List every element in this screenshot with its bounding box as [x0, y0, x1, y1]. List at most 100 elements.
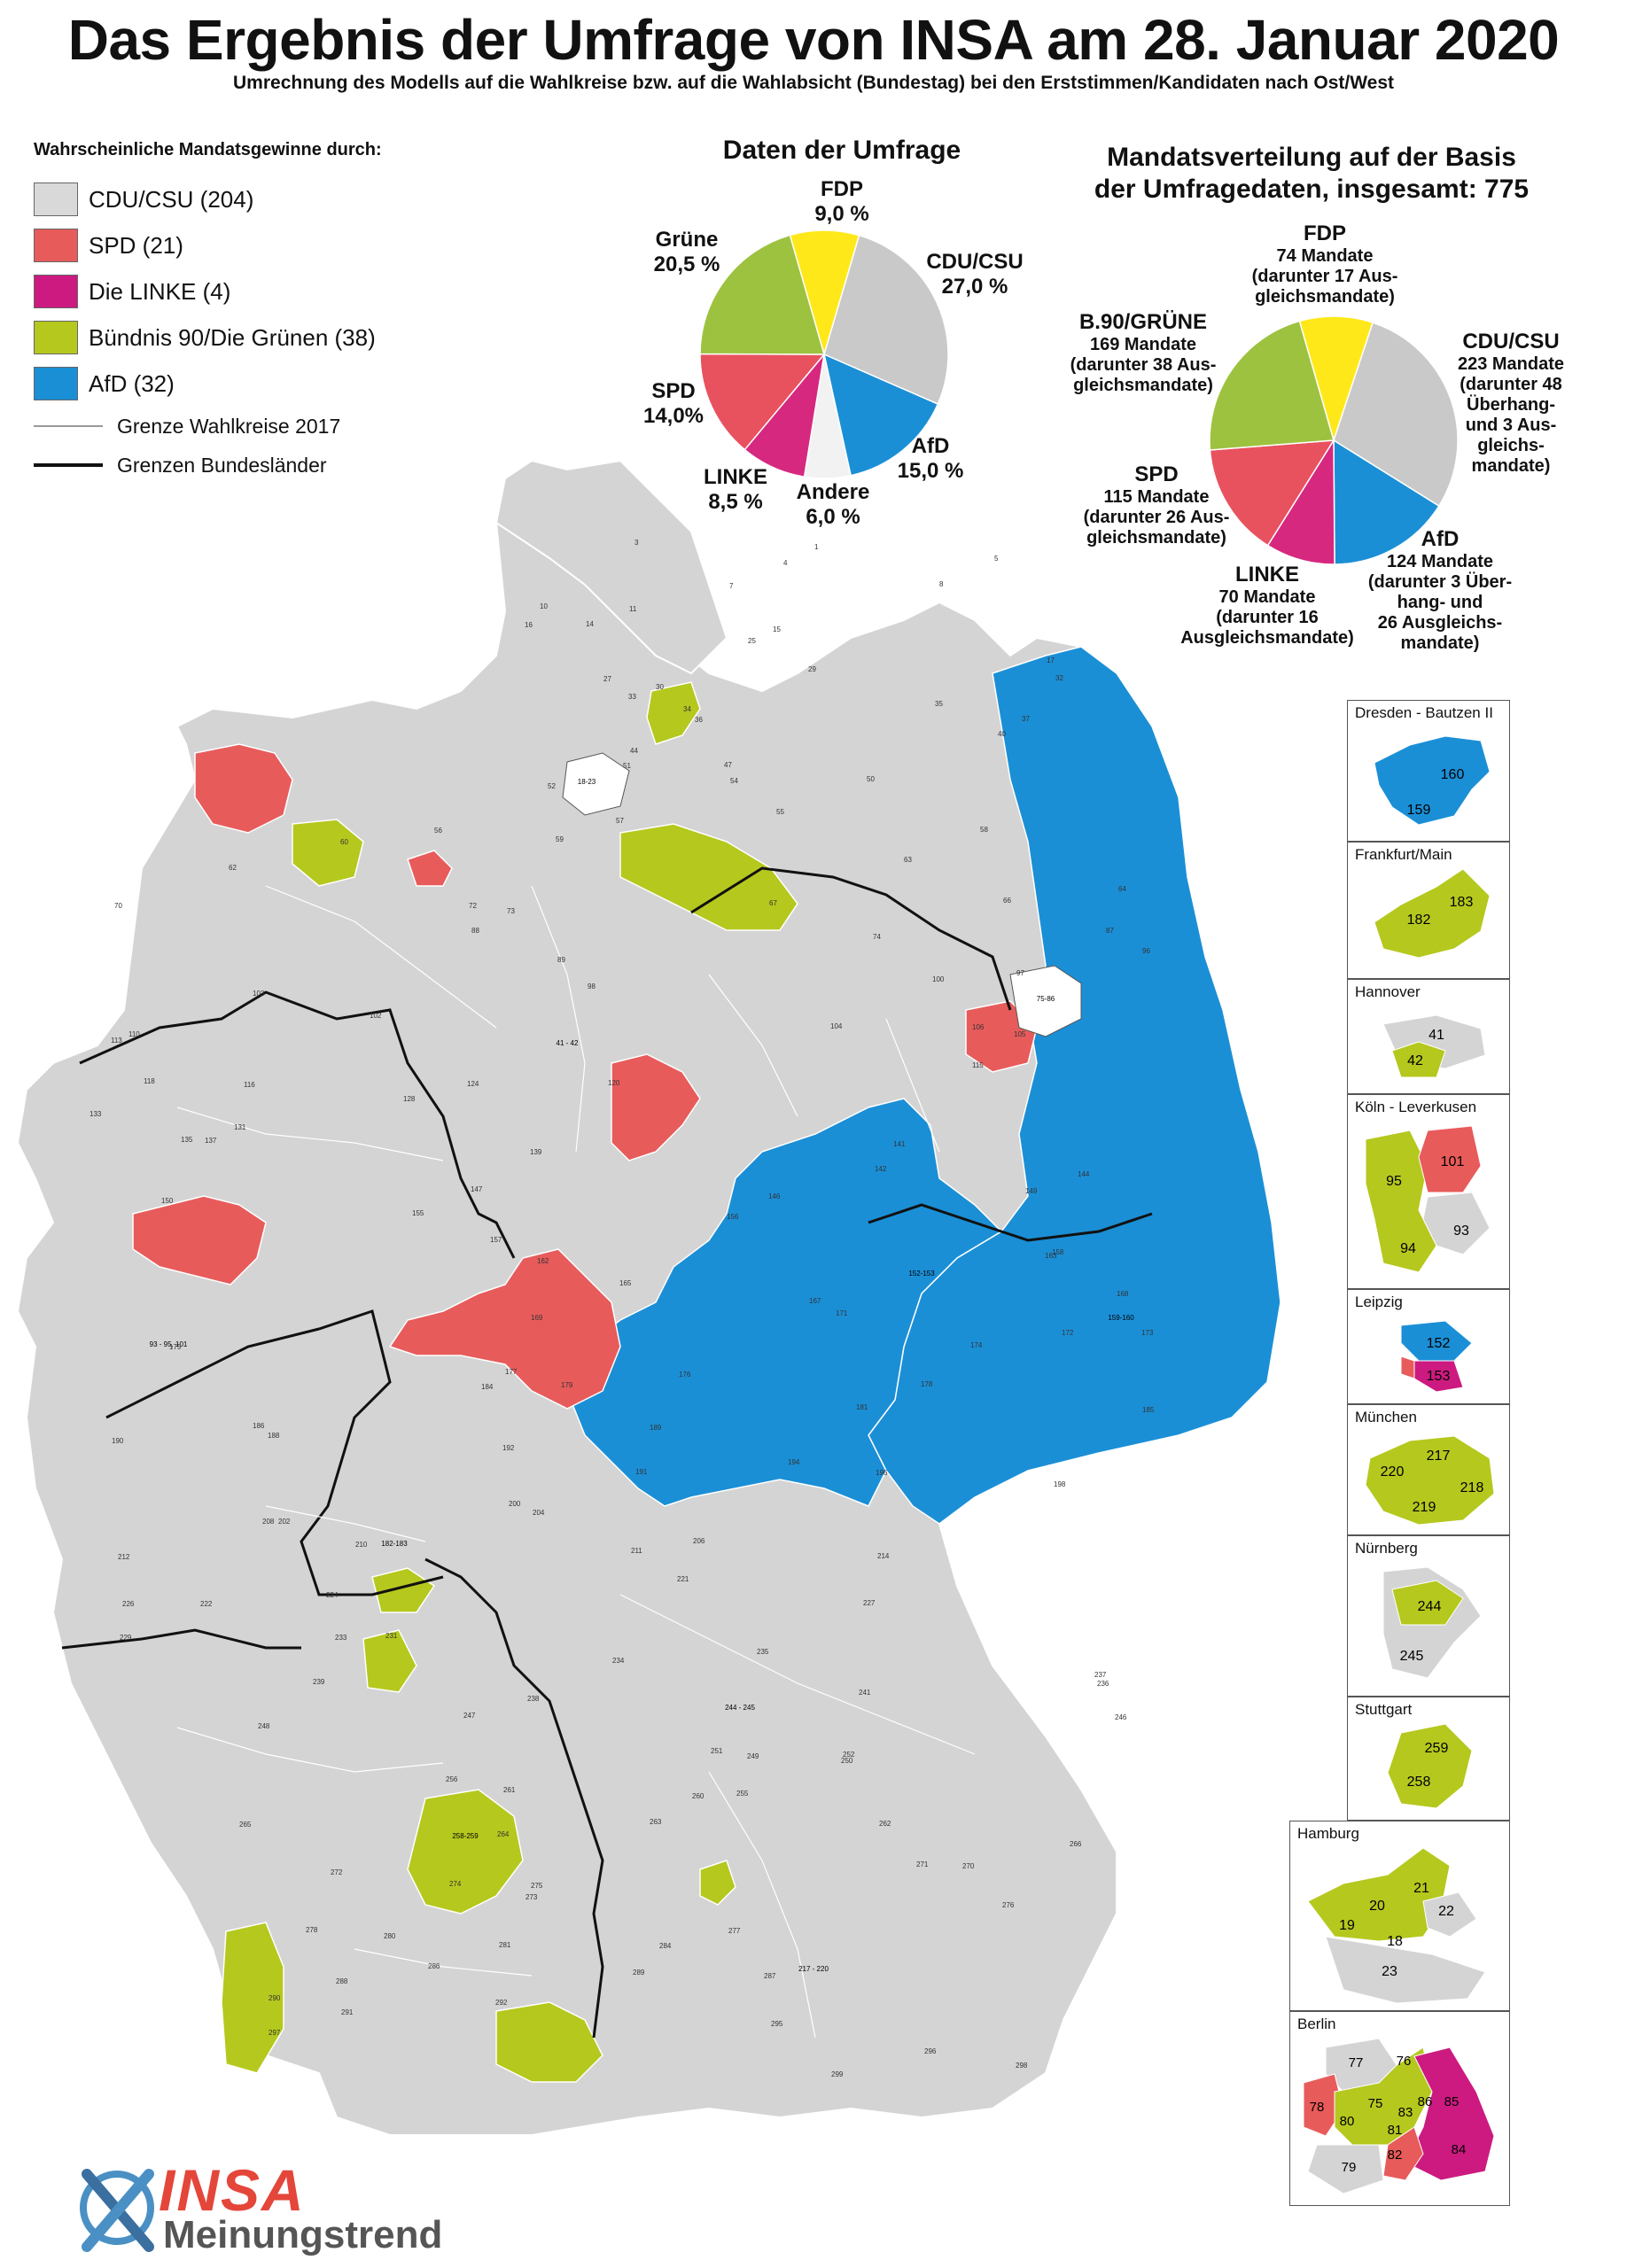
- district-number: 256: [446, 1775, 458, 1783]
- thick-line-sample: [34, 463, 103, 467]
- label-line: 26 Ausgleichs-: [1377, 612, 1503, 633]
- survey-label-gruene: Grüne 20,5 %: [642, 228, 731, 276]
- label-line: mandate): [1400, 633, 1480, 653]
- inset-number: 244: [1418, 1599, 1442, 1614]
- district-number: 189: [650, 1424, 662, 1432]
- inset-number: 84: [1452, 2142, 1467, 2157]
- legend-label: Bündnis 90/Die Grünen (38): [89, 323, 376, 351]
- district-number: 113: [111, 1037, 122, 1045]
- inset-frankfurt: Frankfurt/Main 183 182: [1347, 842, 1510, 979]
- district-number: 137: [205, 1137, 217, 1145]
- map-city-label: 152-153: [908, 1270, 935, 1278]
- inset-number: 83: [1398, 2105, 1413, 2120]
- district-number: 56: [434, 827, 442, 835]
- district-number: 3: [634, 539, 639, 547]
- label-name: CDU/CSU: [926, 250, 1024, 274]
- district-number: 247: [463, 1712, 476, 1720]
- district-number: 33: [628, 693, 636, 701]
- district-number: 260: [692, 1792, 705, 1800]
- district-number: 96: [1142, 947, 1150, 955]
- district-number: 175: [169, 1343, 182, 1351]
- inset-number: 183: [1450, 895, 1474, 910]
- label-name: AfD: [1421, 527, 1460, 551]
- district-number: 271: [916, 1860, 929, 1868]
- district-number: 104: [830, 1022, 843, 1030]
- inset-number: 20: [1369, 1899, 1385, 1914]
- legend-label: AfD (32): [89, 369, 175, 397]
- inset-number: 85: [1444, 2094, 1460, 2109]
- district-number: 57: [616, 817, 624, 825]
- survey-label-linke: LINKE 8,5 %: [691, 465, 780, 514]
- seat-label-afd: AfD 124 Mandate (darunter 3 Über-hang- und…: [1360, 527, 1520, 654]
- inset-number: 95: [1386, 1174, 1402, 1189]
- berlin-area: [1009, 965, 1082, 1037]
- label-name: SPD: [1134, 462, 1179, 486]
- pie-slice-spd: [1209, 439, 1335, 547]
- district-number: 233: [335, 1634, 347, 1642]
- pie-slice-fdp: [1298, 315, 1374, 443]
- label-line: Überhang-: [1467, 394, 1555, 415]
- district-number: 88: [471, 927, 479, 935]
- district-number: 97: [1016, 969, 1024, 977]
- pie-slice-gr-ne: [699, 234, 825, 355]
- district-number: 299: [831, 2070, 844, 2078]
- label-line: Ausgleichsmandate): [1180, 627, 1354, 648]
- district-number: 128: [403, 1095, 416, 1103]
- label-line: gleichsmandate): [1255, 286, 1395, 307]
- inset-number: 159: [1407, 803, 1431, 818]
- district-number: 10: [540, 602, 548, 610]
- district-number: 266: [1070, 1840, 1082, 1848]
- district-number: 275: [531, 1882, 543, 1890]
- inset-hannover: Hannover 41 42: [1347, 979, 1510, 1094]
- district-number: 246: [1115, 1713, 1127, 1721]
- district-number: 190: [112, 1437, 124, 1445]
- inset-koeln: Köln - Leverkusen 95 101 93 94: [1347, 1094, 1510, 1289]
- inset-shape: 217 220 218 219: [1365, 1435, 1495, 1526]
- district-number: 131: [234, 1123, 246, 1131]
- district-number: 29: [808, 665, 816, 673]
- inset-number: 75: [1368, 2096, 1383, 2111]
- state-border-east-west: [690, 866, 1012, 1011]
- district-number: 144: [1078, 1170, 1090, 1178]
- schleswig-holstein: [494, 459, 728, 675]
- district-number: 288: [336, 1977, 348, 1985]
- inset-muenchen: München 217 220 218 219: [1347, 1404, 1510, 1535]
- district-number: 221: [677, 1575, 689, 1583]
- label-value: 14,0%: [642, 403, 705, 428]
- district-number: 204: [533, 1509, 545, 1517]
- legend: Wahrscheinliche Mandatsgewinne durch: CD…: [34, 140, 530, 485]
- district-number: 102: [370, 1012, 382, 1020]
- label-line: (darunter 17 Aus-: [1251, 266, 1398, 286]
- green-region-muenchen-small: [699, 1860, 736, 1906]
- district-number: 169: [531, 1314, 543, 1322]
- hamburg-area: [562, 752, 630, 816]
- district-number: 171: [836, 1309, 848, 1317]
- legend-label: SPD (21): [89, 231, 183, 259]
- label-name: Andere: [796, 480, 870, 504]
- district-number: 234: [612, 1657, 625, 1665]
- inset-number: 77: [1349, 2055, 1364, 2070]
- state-border-rp-saar: [61, 1628, 301, 1650]
- label-line: 115 Mandate: [1103, 486, 1210, 507]
- survey-label-afd: AfD 15,0 %: [886, 434, 975, 483]
- district-number: 87: [1106, 927, 1114, 935]
- label-name: SPD: [651, 379, 696, 403]
- spd-region-hessen-north: [388, 1248, 621, 1410]
- district-number: 200: [509, 1500, 521, 1508]
- district-number: 229: [120, 1634, 132, 1642]
- district-number: 252: [843, 1751, 855, 1759]
- district-number: 176: [679, 1371, 691, 1379]
- district-number: 105: [1014, 1030, 1026, 1038]
- district-number: 174: [970, 1341, 983, 1349]
- green-region-wendland: [619, 823, 798, 931]
- label-line: 70 Mandate: [1218, 586, 1316, 607]
- district-number: 142: [875, 1165, 887, 1173]
- label-line: hang- und: [1397, 592, 1483, 612]
- pie-slice-afd: [1333, 439, 1440, 565]
- inset-number: 86: [1418, 2094, 1433, 2109]
- district-number: 25: [748, 637, 756, 645]
- district-number: 124: [467, 1080, 479, 1088]
- inset-shape: 160 159: [1374, 735, 1491, 826]
- inset-number: 42: [1407, 1053, 1423, 1068]
